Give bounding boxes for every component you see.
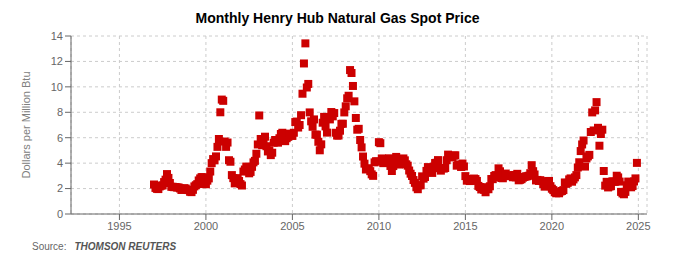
svg-text:2010: 2010 [367,220,391,232]
html-text:Monthly Henry Hub Natural Gas: Monthly Henry Hub Natural Gas Spot Price [195,10,480,26]
svg-text:4: 4 [57,157,63,169]
svg-text:14: 14 [51,30,63,42]
svg-text:6: 6 [57,132,63,144]
svg-text:2005: 2005 [280,220,304,232]
svg-text:12: 12 [51,55,63,67]
svg-text:1995: 1995 [107,220,131,232]
html-text:THOMSON REUTERS: THOMSON REUTERS [74,241,177,252]
svg-text:10: 10 [51,81,63,93]
svg-text:8: 8 [57,106,63,118]
html-text:Source:: Source: [32,241,67,252]
svg-text:2: 2 [57,182,63,194]
svg-text:2015: 2015 [453,220,477,232]
svg-text:0: 0 [57,208,63,220]
svg-text:Dollars per Million Btu: Dollars per Million Btu [20,72,32,179]
svg-text:2020: 2020 [540,220,564,232]
svg-text:2025: 2025 [626,220,650,232]
svg-text:2000: 2000 [194,220,218,232]
